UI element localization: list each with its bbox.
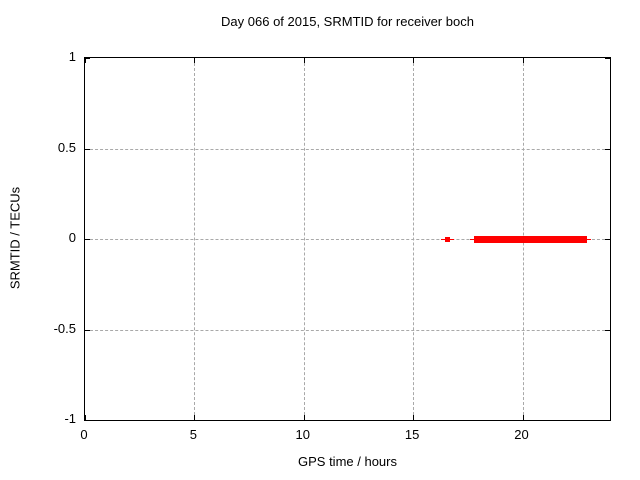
x-axis-label: GPS time / hours xyxy=(298,454,397,469)
x-tick-mark xyxy=(303,415,305,420)
y-tick-mark xyxy=(85,420,90,421)
y-tick-label: 1 xyxy=(68,49,76,64)
x-tick-mark-top xyxy=(413,58,415,63)
data-segment xyxy=(474,235,588,243)
y-tick-label: 0 xyxy=(68,230,76,245)
y-tick-mark xyxy=(85,239,90,240)
gridline-horizontal xyxy=(85,148,610,150)
x-tick-mark-top xyxy=(303,58,305,63)
x-tick-mark-top xyxy=(194,58,196,63)
y-tick-label: 0.5 xyxy=(57,139,76,155)
x-tick-label: 0 xyxy=(80,427,88,442)
x-tick-label: 15 xyxy=(404,427,420,442)
y-tick-mark-right xyxy=(605,420,610,421)
y-tick-mark xyxy=(85,148,90,150)
y-tick-mark-right xyxy=(605,329,610,331)
x-tick-mark xyxy=(413,415,415,420)
x-tick-label: 5 xyxy=(189,427,197,442)
x-tick-mark-top xyxy=(522,58,524,63)
y-tick-mark-right xyxy=(605,239,610,240)
x-tick-mark xyxy=(85,415,86,420)
y-tick-mark-right xyxy=(605,58,610,59)
data-segment xyxy=(444,236,450,242)
x-tick-mark-top xyxy=(85,58,86,63)
plot-area xyxy=(84,57,611,421)
y-tick-label: -1 xyxy=(64,411,76,426)
y-axis-label: SRMTID / TECUs xyxy=(7,186,23,290)
x-tick-mark xyxy=(194,415,196,420)
y-tick-mark-right xyxy=(605,148,610,150)
x-tick-label: 20 xyxy=(514,427,529,442)
gridline-horizontal xyxy=(85,329,610,331)
y-tick-mark xyxy=(85,329,90,331)
chart-title: Day 066 of 2015, SRMTID for receiver boc… xyxy=(221,14,474,29)
x-tick-mark xyxy=(522,415,524,420)
gridline-horizontal xyxy=(85,239,610,240)
x-tick-label: 10 xyxy=(295,427,310,442)
y-tick-mark xyxy=(85,58,90,59)
y-tick-label: -0.5 xyxy=(53,320,76,336)
